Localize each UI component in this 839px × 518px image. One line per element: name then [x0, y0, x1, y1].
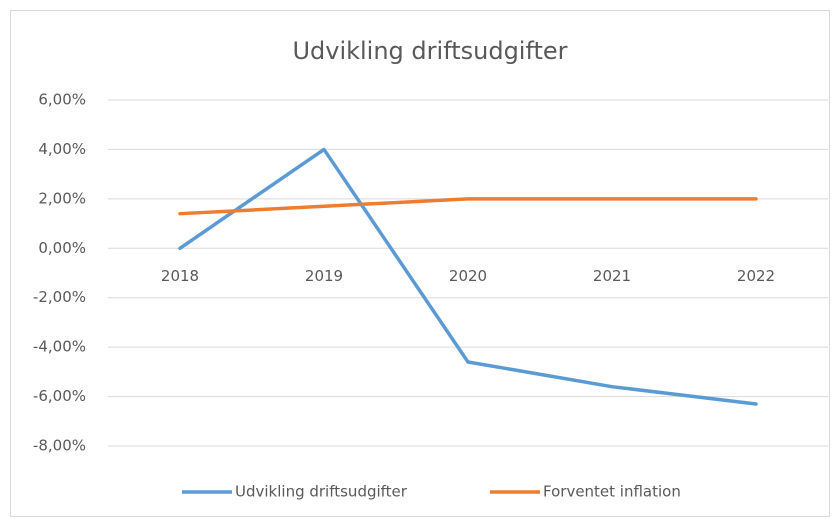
x-tick-label: 2020: [449, 267, 487, 285]
y-tick-label: 2,00%: [38, 189, 86, 207]
x-tick-label: 2022: [737, 267, 775, 285]
y-tick-label: -2,00%: [33, 288, 86, 306]
y-tick-label: 4,00%: [38, 140, 86, 158]
x-tick-label: 2019: [305, 267, 343, 285]
y-tick-label: 0,00%: [38, 239, 86, 257]
chart-title: Udvikling driftsudgifter: [292, 37, 567, 65]
legend-label: Udvikling driftsudgifter: [235, 483, 408, 501]
chart-border: [10, 10, 830, 517]
series-line: [178, 147, 758, 406]
y-tick-label: -8,00%: [33, 437, 86, 455]
y-tick-label: 6,00%: [38, 91, 86, 109]
x-tick-label: 2018: [161, 267, 199, 285]
y-tick-label: -6,00%: [33, 387, 86, 405]
legend-label: Forventet inflation: [543, 483, 681, 501]
x-tick-label: 2021: [593, 267, 631, 285]
y-tick-label: -4,00%: [33, 338, 86, 356]
series-line: [178, 197, 758, 216]
